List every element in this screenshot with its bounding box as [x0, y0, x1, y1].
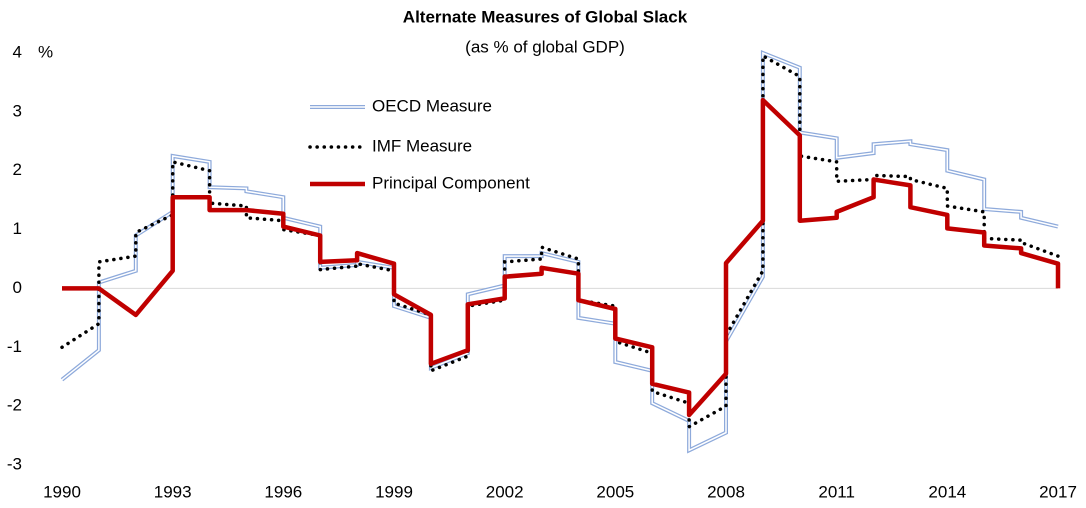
legend-label: OECD Measure	[372, 96, 492, 115]
series-line	[60, 50, 1059, 454]
x-tick-label: 1993	[154, 482, 192, 501]
y-tick-label: 4	[13, 42, 22, 61]
series-line	[62, 97, 1061, 418]
x-tick-label: 2011	[818, 482, 855, 501]
y-tick-label: -1	[7, 337, 22, 356]
series-line-inner	[61, 51, 1059, 452]
chart-title: Alternate Measures of Global Slack	[403, 7, 688, 26]
x-tick-label: 1990	[43, 482, 81, 501]
y-unit: %	[38, 42, 53, 61]
x-tick-label: 2014	[928, 482, 966, 501]
chart-subtitle: (as % of global GDP)	[465, 37, 625, 56]
series-line	[60, 52, 1060, 430]
y-tick-label: 0	[13, 278, 22, 297]
y-tick-label: -2	[7, 396, 22, 415]
y-tick-label: -3	[7, 454, 22, 473]
x-tick-label: 2017	[1039, 482, 1077, 501]
y-tick-label: 2	[13, 160, 22, 179]
x-tick-label: 1999	[375, 482, 413, 501]
y-tick-label: 3	[13, 101, 22, 120]
legend-label: IMF Measure	[372, 136, 472, 155]
x-tick-label: 1996	[264, 482, 302, 501]
y-tick-label: 1	[13, 219, 22, 238]
x-tick-label: 2008	[707, 482, 745, 501]
x-tick-label: 2005	[596, 482, 634, 501]
x-tick-label: 2002	[486, 482, 524, 501]
legend-label: Principal Component	[372, 173, 530, 192]
